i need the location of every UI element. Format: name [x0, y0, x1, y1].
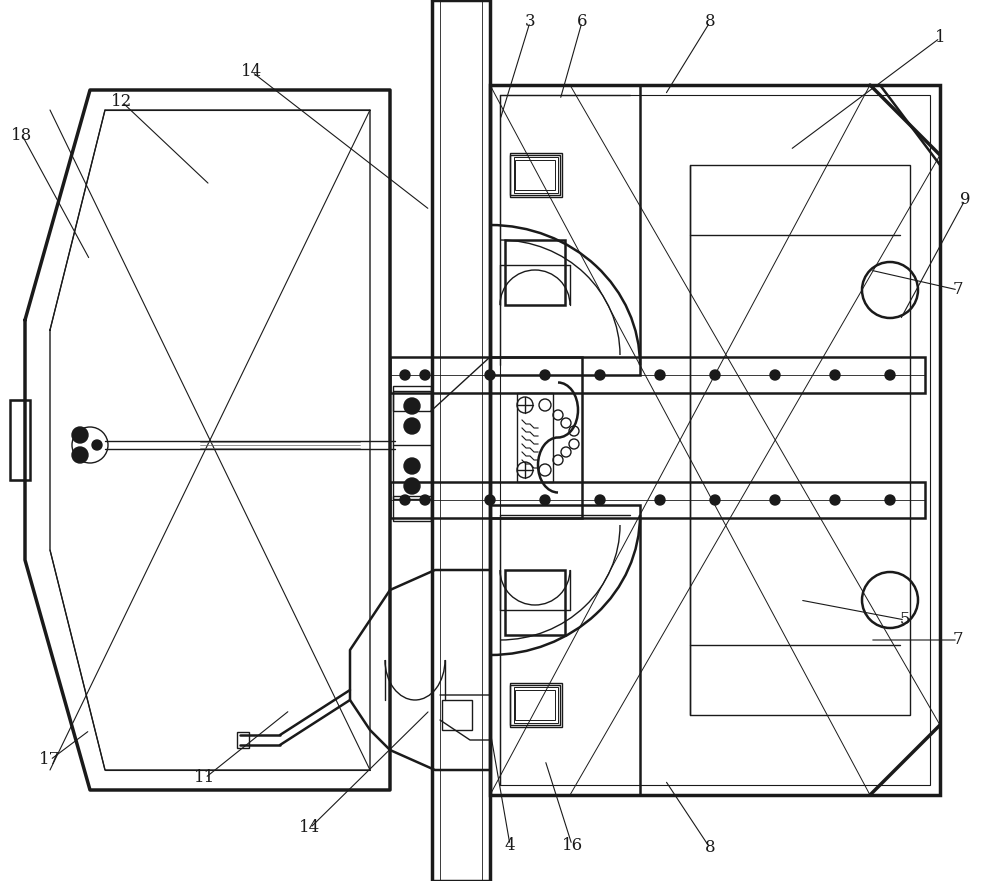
- Text: 7: 7: [953, 632, 963, 648]
- Circle shape: [420, 370, 430, 380]
- Circle shape: [770, 495, 780, 505]
- Text: 14: 14: [299, 819, 321, 836]
- Circle shape: [710, 495, 720, 505]
- Circle shape: [540, 495, 550, 505]
- Bar: [690, 165, 910, 715]
- Circle shape: [404, 458, 420, 474]
- Bar: [393, 391, 431, 499]
- Bar: [505, 570, 565, 635]
- Circle shape: [595, 495, 605, 505]
- Bar: [390, 482, 925, 518]
- Circle shape: [485, 370, 495, 380]
- Circle shape: [770, 370, 780, 380]
- Circle shape: [885, 495, 895, 505]
- Circle shape: [400, 370, 410, 380]
- Bar: [510, 153, 562, 197]
- Bar: [490, 85, 640, 375]
- Bar: [510, 155, 560, 195]
- Text: 4: 4: [505, 836, 515, 854]
- Circle shape: [420, 495, 430, 505]
- Circle shape: [404, 398, 420, 414]
- Bar: [432, 0, 490, 881]
- Circle shape: [655, 370, 665, 380]
- Text: 7: 7: [953, 282, 963, 299]
- Circle shape: [400, 495, 410, 505]
- Text: 17: 17: [39, 751, 61, 768]
- Circle shape: [485, 495, 495, 505]
- Circle shape: [72, 447, 88, 463]
- Text: 14: 14: [241, 63, 263, 80]
- Bar: [505, 240, 565, 305]
- Text: 11: 11: [194, 769, 216, 787]
- Bar: [510, 683, 562, 727]
- Bar: [500, 95, 930, 785]
- Text: 1: 1: [935, 29, 945, 47]
- Circle shape: [72, 427, 88, 443]
- Bar: [442, 700, 472, 730]
- Bar: [490, 505, 640, 795]
- Bar: [390, 357, 925, 393]
- Bar: [515, 160, 555, 190]
- Text: 5: 5: [900, 611, 910, 628]
- Circle shape: [595, 370, 605, 380]
- Bar: [393, 496, 431, 521]
- Circle shape: [92, 440, 102, 450]
- Bar: [393, 386, 431, 411]
- Bar: [514, 687, 558, 723]
- Circle shape: [885, 370, 895, 380]
- Bar: [515, 690, 555, 720]
- Circle shape: [830, 495, 840, 505]
- Circle shape: [540, 370, 550, 380]
- Text: 12: 12: [111, 93, 133, 110]
- Bar: [510, 685, 560, 725]
- Bar: [237, 732, 249, 748]
- Circle shape: [404, 478, 420, 494]
- Circle shape: [710, 370, 720, 380]
- Bar: [10, 400, 30, 480]
- Circle shape: [404, 418, 420, 434]
- Text: 8: 8: [705, 13, 715, 31]
- Bar: [514, 157, 558, 193]
- Text: 6: 6: [577, 13, 587, 31]
- Text: 9: 9: [960, 191, 970, 209]
- Text: 8: 8: [705, 840, 715, 856]
- Bar: [490, 85, 940, 795]
- Bar: [517, 393, 553, 482]
- Text: 18: 18: [11, 127, 33, 144]
- Circle shape: [830, 370, 840, 380]
- Bar: [490, 357, 582, 518]
- Circle shape: [655, 495, 665, 505]
- Text: 16: 16: [561, 836, 583, 854]
- Text: 3: 3: [525, 13, 535, 31]
